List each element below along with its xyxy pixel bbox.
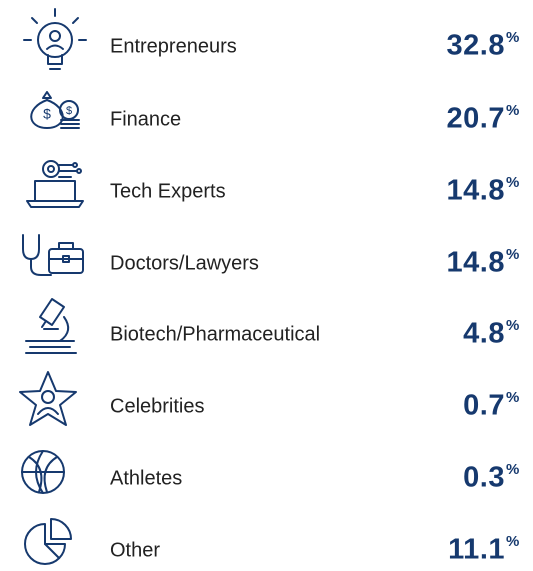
item-value: 32.8 [447, 30, 505, 62]
svg-text:$: $ [43, 106, 51, 122]
item-unit: % [506, 246, 519, 263]
item-value: 0.3 [463, 462, 505, 494]
icon-basketball [21, 450, 65, 494]
item-value: 14.8 [447, 247, 505, 279]
item-value: 4.8 [463, 318, 505, 350]
icon-stethoscope [22, 234, 84, 276]
svg-text:$: $ [66, 105, 72, 117]
item-label: Biotech/Pharmaceutical [110, 323, 320, 345]
item-unit: % [506, 29, 519, 46]
item-unit: % [506, 389, 519, 406]
item-unit: % [506, 102, 519, 119]
item-value: 20.7 [447, 103, 505, 135]
item-label: Celebrities [110, 395, 204, 417]
item-label: Other [110, 539, 160, 561]
item-label: Tech Experts [110, 180, 226, 202]
item-label: Finance [110, 108, 181, 130]
item-value: 0.7 [463, 390, 505, 422]
icon-microscope [25, 298, 77, 354]
item-value: 14.8 [447, 175, 505, 207]
item-value: 11.1 [448, 534, 505, 566]
item-label: Entrepreneurs [110, 35, 237, 57]
item-unit: % [506, 461, 519, 478]
icon-bulb [23, 8, 87, 70]
icon-laptop [26, 160, 84, 208]
icon-star [19, 371, 77, 426]
item-unit: % [506, 174, 519, 191]
item-label: Doctors/Lawyers [110, 252, 259, 274]
icon-money: $ $ [30, 91, 80, 129]
icon-pie [24, 518, 72, 565]
item-unit: % [506, 533, 519, 550]
item-label: Athletes [110, 467, 182, 489]
item-unit: % [506, 317, 519, 334]
